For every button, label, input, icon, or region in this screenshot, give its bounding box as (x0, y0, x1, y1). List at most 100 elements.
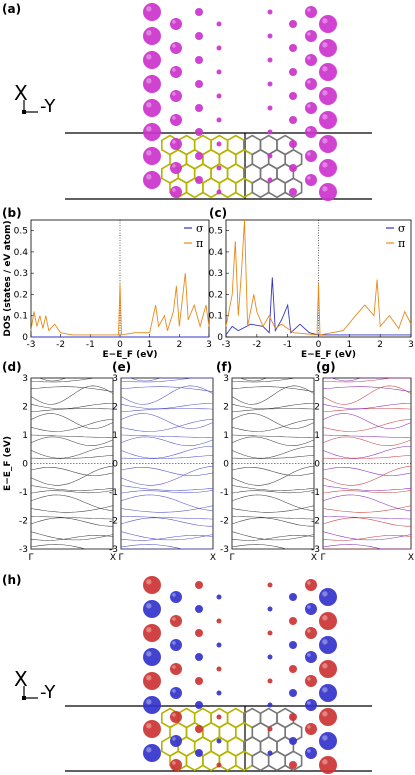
band-curve (322, 377, 411, 383)
band-curve (120, 467, 214, 476)
band-x-tick-gamma: Γ (118, 553, 123, 563)
x-tick-label: -3 (222, 340, 231, 350)
atom-sphere (289, 188, 297, 196)
atom-sphere (305, 78, 317, 90)
atom-sphere (289, 689, 297, 697)
y-tick-label: 0.3 (209, 269, 223, 279)
atom-sphere (170, 663, 182, 675)
series-line-sigma (225, 277, 411, 336)
band-curve (120, 385, 214, 405)
band-curve (322, 494, 412, 511)
axes-glyph-a: X -Y (14, 81, 56, 117)
atom-sphere (143, 696, 161, 714)
atom-sphere (267, 9, 273, 15)
band-y-tick-label: 3 (314, 374, 320, 384)
atom-sphere (216, 21, 222, 27)
atom-sphere (195, 629, 203, 637)
atom-sphere (170, 735, 182, 747)
atom-highlight (172, 116, 176, 120)
atom-sphere (195, 653, 203, 661)
band-curve (231, 505, 315, 513)
x-tick-label: 3 (206, 340, 212, 350)
band-y-tick-label: 2 (223, 403, 229, 413)
band-curve (120, 544, 213, 550)
atom-sphere (216, 45, 222, 51)
atom-sphere (216, 165, 222, 171)
lattice-hexagon (284, 750, 303, 772)
atom-highlight (307, 80, 311, 84)
atom-sphere (143, 648, 161, 666)
band-curve (231, 385, 315, 405)
atom-highlight (146, 603, 152, 609)
band-curve (31, 377, 113, 382)
y-tick-label: 0 (217, 333, 223, 343)
structure-h (65, 576, 372, 774)
atom-highlight (172, 617, 176, 621)
band-curve (30, 490, 114, 494)
atom-highlight (307, 581, 311, 585)
band-x-tick-gamma: Γ (320, 553, 325, 563)
atom-sphere (170, 66, 182, 78)
band-curve (322, 413, 412, 429)
panel-label-c: (c) (209, 206, 227, 220)
y-tick-label: 0.2 (14, 290, 28, 300)
atom-sphere (143, 720, 161, 738)
atom-sphere (319, 111, 337, 129)
band-curve (231, 446, 314, 459)
band-curve (120, 446, 213, 459)
band-curve (30, 413, 114, 429)
atom-sphere (267, 57, 273, 63)
atom-sphere (216, 714, 222, 720)
band-curve (323, 377, 411, 382)
atom-sphere (195, 677, 203, 685)
atom-highlight (146, 579, 152, 585)
lattice-hexagon (251, 750, 270, 772)
x-tick-label: 2 (176, 340, 182, 350)
atom-sphere (170, 42, 182, 54)
x-tick-label: -3 (27, 340, 36, 350)
atom-sphere (319, 588, 337, 606)
band-curve (120, 408, 214, 413)
band-curve (322, 385, 412, 405)
atom-highlight (307, 701, 311, 705)
y-tick-label: 0.1 (209, 312, 223, 322)
atom-highlight (307, 176, 311, 180)
atom-highlight (307, 629, 311, 633)
atom-highlight (146, 102, 152, 108)
band-curve (30, 454, 114, 459)
atom-highlight (146, 675, 152, 681)
band-curve (30, 544, 113, 550)
atom-sphere (267, 654, 273, 660)
atom-sphere (143, 672, 161, 690)
panel-label-g: (g) (316, 360, 336, 374)
band-curve (231, 490, 315, 494)
y-tick-label: 0.2 (209, 290, 223, 300)
atom-sphere (267, 606, 273, 612)
y-tick-label: 0.4 (14, 248, 29, 258)
structure-a (65, 3, 372, 201)
atom-sphere (143, 624, 161, 642)
x-tick-label: -1 (86, 340, 95, 350)
atom-sphere (289, 641, 297, 649)
atom-sphere (216, 594, 222, 600)
atom-sphere (170, 18, 182, 30)
band-curve (322, 490, 412, 494)
x-tick-label: 2 (377, 340, 383, 350)
x-tick-label: 1 (147, 340, 153, 350)
atom-highlight (172, 68, 176, 72)
atom-highlight (307, 605, 311, 609)
axis-x-label-h: X (14, 667, 28, 691)
atom-highlight (322, 114, 328, 120)
atom-sphere (289, 737, 297, 745)
atom-sphere (216, 666, 222, 672)
band-curve (231, 377, 314, 383)
atom-highlight (322, 639, 328, 645)
atom-sphere (195, 80, 203, 88)
y-tick-label: 0.1 (14, 312, 28, 322)
band-curve (231, 403, 314, 409)
band-y-tick-label: 2 (314, 403, 320, 413)
atom-highlight (146, 54, 152, 60)
atom-highlight (172, 737, 176, 741)
atom-sphere (267, 702, 273, 708)
atom-sphere (305, 651, 317, 663)
